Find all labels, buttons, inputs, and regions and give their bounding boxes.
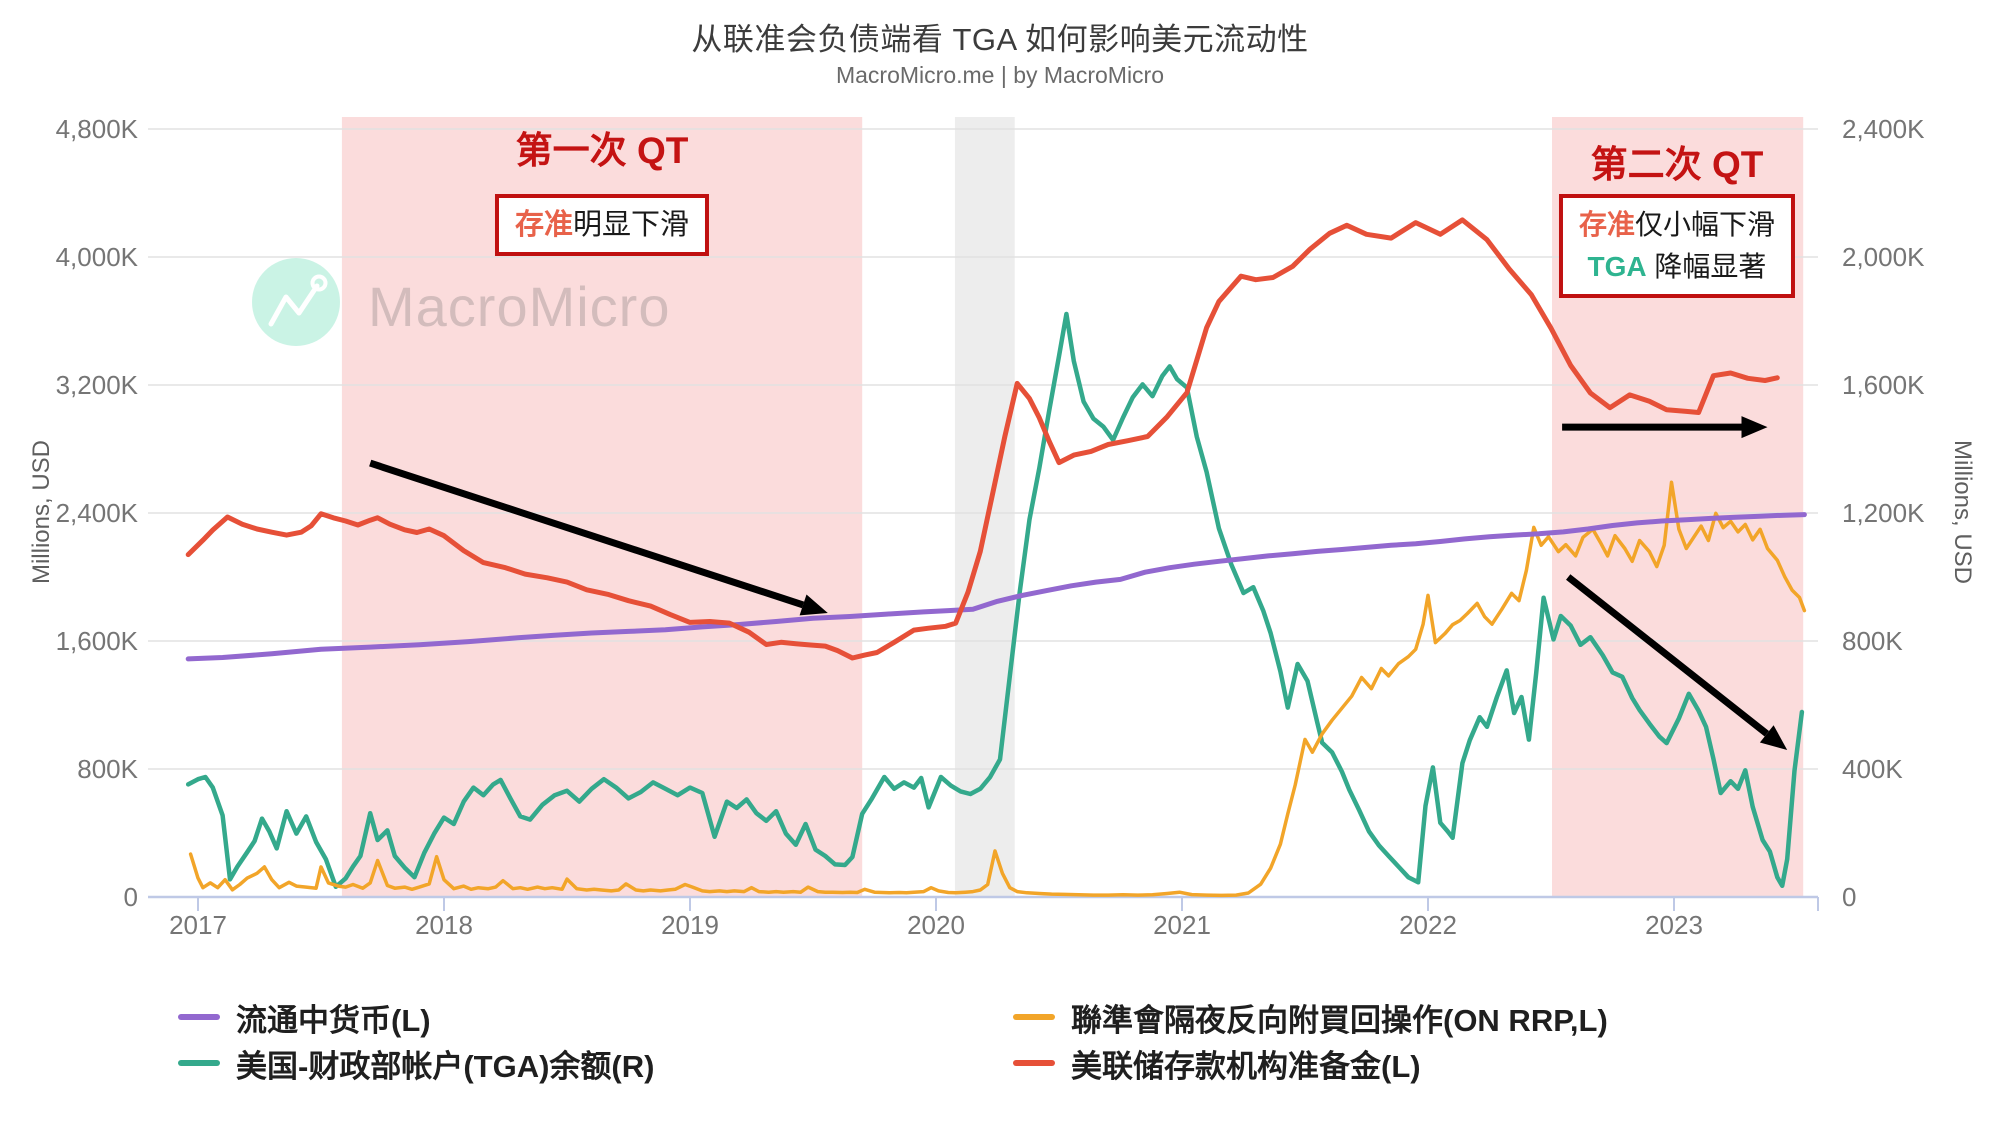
- qt2-box-line1: 存准仅小幅下滑: [1579, 204, 1775, 246]
- qt2-box-line1-highlight: 存准: [1578, 209, 1635, 240]
- qt2-annotation-box: 存准仅小幅下滑 TGA 降幅显著: [1558, 194, 1796, 298]
- x-axis-tick-label: 2018: [415, 910, 473, 940]
- left-axis-tick-label: 4,000K: [55, 242, 138, 272]
- left-axis-tick-label: 4,800K: [55, 114, 138, 144]
- left-axis-tick-label: 0: [123, 882, 138, 912]
- right-axis-tick-label: 1,200K: [1842, 498, 1925, 528]
- page-title: 从联准会负债端看 TGA 如何影响美元流动性: [691, 22, 1309, 57]
- x-axis-tick-label: 2019: [661, 910, 719, 940]
- qt1-reserves-decline-arrow-head: [799, 594, 828, 616]
- qt1-box-highlight: 存准: [514, 209, 573, 241]
- left-axis-tick-label: 1,600K: [55, 626, 138, 656]
- reserves-line-swatch: [1013, 1060, 1055, 1066]
- qt1-annotation-box: 存准明显下滑: [494, 194, 710, 256]
- qt1-label: 第一次 QT: [515, 130, 689, 171]
- x-axis-tick-label: 2023: [1645, 910, 1703, 940]
- qt2-box-line1-text: 仅小幅下滑: [1635, 209, 1776, 240]
- right-axis-tick-label: 400K: [1842, 754, 1903, 784]
- qt1-box-text: 明显下滑: [573, 209, 690, 241]
- legend-label-currency: 流通中货币(L): [236, 1002, 431, 1038]
- right-axis-tick-label: 800K: [1842, 626, 1903, 656]
- series-line-reserves: [185, 217, 1780, 661]
- legend-column-left: 流通中货币(L) 美国-财政部帐户(TGA)余额(R): [178, 994, 654, 1086]
- qt2-reserves-flat-arrow-head: [1741, 416, 1768, 439]
- series-line-onrrp: [188, 480, 1807, 898]
- x-axis-tick-label: 2021: [1153, 910, 1211, 940]
- qt2-tga-decline-arrow: [1566, 574, 1769, 737]
- onrrp-line-swatch: [1013, 1014, 1055, 1020]
- watermark-text: MacroMicro: [368, 275, 670, 338]
- left-axis-tick-label: 800K: [77, 754, 138, 784]
- series-line-tga: [185, 311, 1805, 890]
- legend-item-reserves[interactable]: 美联储存款机构准备金(L): [1013, 1040, 1608, 1086]
- legend-label-tga: 美国-财政部帐户(TGA)余额(R): [236, 1048, 655, 1084]
- macromicro-logo-dot: [310, 274, 328, 292]
- macromicro-logo: [252, 258, 340, 346]
- qt2-box-line2: TGA 降幅显著: [1579, 246, 1775, 288]
- recession-band: [954, 117, 1015, 897]
- macromicro-logo-zigzag: [268, 283, 320, 327]
- currency-line-swatch: [178, 1014, 220, 1020]
- left-axis-tick-label: 2,400K: [55, 498, 138, 528]
- qt2-label: 第二次 QT: [1590, 144, 1764, 185]
- x-axis-tick-label: 2022: [1399, 910, 1457, 940]
- x-axis-tick-label: 2017: [169, 910, 227, 940]
- legend-item-onrrp[interactable]: 聯準會隔夜反向附買回操作(ON RRP,L): [1013, 994, 1608, 1040]
- legend-column-right: 聯準會隔夜反向附買回操作(ON RRP,L) 美联储存款机构准备金(L): [1013, 994, 1608, 1086]
- series-line-currency: [185, 512, 1807, 662]
- qt2-box-line2-highlight: TGA: [1587, 251, 1647, 282]
- left-axis-tick-label: 3,200K: [55, 370, 138, 400]
- right-axis-tick-label: 1,600K: [1842, 370, 1925, 400]
- qt2-box-line2-text: 降幅显著: [1646, 251, 1767, 282]
- legend-label-onrrp: 聯準會隔夜反向附買回操作(ON RRP,L): [1071, 1002, 1608, 1038]
- right-axis-tick-label: 0: [1842, 882, 1857, 912]
- x-axis-tick-label: 2020: [907, 910, 965, 940]
- qt2-tga-decline-arrow-head: [1759, 725, 1788, 750]
- legend-item-currency[interactable]: 流通中货币(L): [178, 994, 654, 1040]
- legend-item-tga[interactable]: 美国-财政部帐户(TGA)余额(R): [178, 1040, 654, 1086]
- right-axis-tick-label: 2,000K: [1842, 242, 1925, 272]
- tga-line-swatch: [178, 1060, 220, 1066]
- qt1-reserves-decline-arrow: [369, 459, 805, 609]
- right-axis-tick-label: 2,400K: [1842, 114, 1925, 144]
- legend-label-reserves: 美联储存款机构准备金(L): [1071, 1048, 1421, 1084]
- page-subtitle: MacroMicro.me | by MacroMicro: [835, 62, 1165, 88]
